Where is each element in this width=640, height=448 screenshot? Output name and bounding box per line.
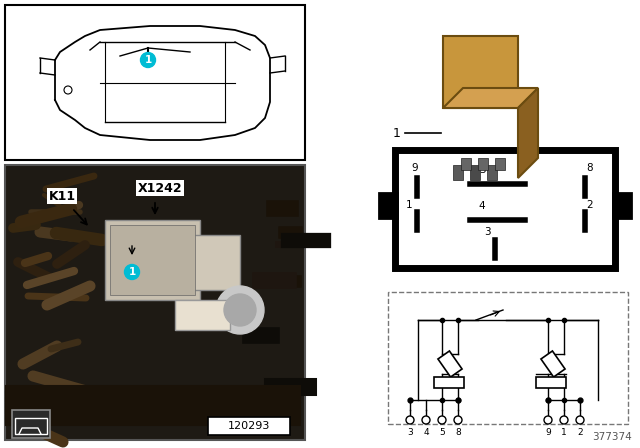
Bar	[453, 165, 463, 180]
Text: 3: 3	[407, 428, 413, 437]
Text: 9: 9	[545, 428, 551, 437]
Text: 2: 2	[587, 200, 593, 210]
Text: 1: 1	[145, 55, 152, 65]
Text: 4: 4	[479, 201, 485, 211]
Bar	[105, 220, 200, 300]
Bar	[379, 193, 397, 218]
Bar	[5, 5, 305, 160]
Bar	[434, 377, 464, 388]
Bar	[495, 158, 505, 170]
Text: 2: 2	[577, 428, 583, 437]
Circle shape	[438, 416, 446, 424]
Text: 8: 8	[587, 163, 593, 173]
Bar	[487, 165, 497, 180]
Text: 4: 4	[423, 428, 429, 437]
Text: 3: 3	[484, 227, 490, 237]
Text: 9: 9	[412, 163, 419, 173]
Bar	[541, 351, 565, 377]
Circle shape	[576, 416, 584, 424]
Circle shape	[544, 416, 552, 424]
Bar	[175, 300, 230, 330]
Text: X1242: X1242	[138, 181, 182, 194]
Text: 8: 8	[455, 428, 461, 437]
Bar	[470, 165, 480, 180]
Circle shape	[454, 416, 462, 424]
Circle shape	[422, 416, 430, 424]
Text: K11: K11	[49, 190, 76, 202]
Bar	[5, 165, 305, 440]
Circle shape	[406, 416, 414, 424]
Bar	[443, 36, 518, 108]
Text: 377374: 377374	[592, 432, 632, 442]
Bar	[208, 417, 290, 435]
Text: 1: 1	[406, 200, 412, 210]
Text: 1: 1	[129, 267, 136, 277]
Text: 5: 5	[439, 428, 445, 437]
Circle shape	[224, 294, 256, 326]
Bar	[478, 158, 488, 170]
Bar	[15, 418, 47, 434]
Text: 5: 5	[479, 165, 485, 175]
Text: 120293: 120293	[228, 421, 270, 431]
Bar	[110, 225, 195, 295]
Circle shape	[141, 52, 156, 68]
Bar	[175, 235, 240, 290]
Bar	[613, 193, 631, 218]
Bar	[536, 377, 566, 388]
Polygon shape	[443, 88, 538, 108]
Text: 1: 1	[561, 428, 567, 437]
Bar	[461, 158, 471, 170]
Bar	[395, 150, 615, 268]
Bar	[438, 351, 462, 377]
Text: 1: 1	[393, 126, 401, 139]
Bar	[388, 292, 628, 424]
Bar	[12, 410, 50, 438]
Circle shape	[560, 416, 568, 424]
Circle shape	[216, 286, 264, 334]
Circle shape	[125, 264, 140, 280]
Polygon shape	[518, 88, 538, 178]
